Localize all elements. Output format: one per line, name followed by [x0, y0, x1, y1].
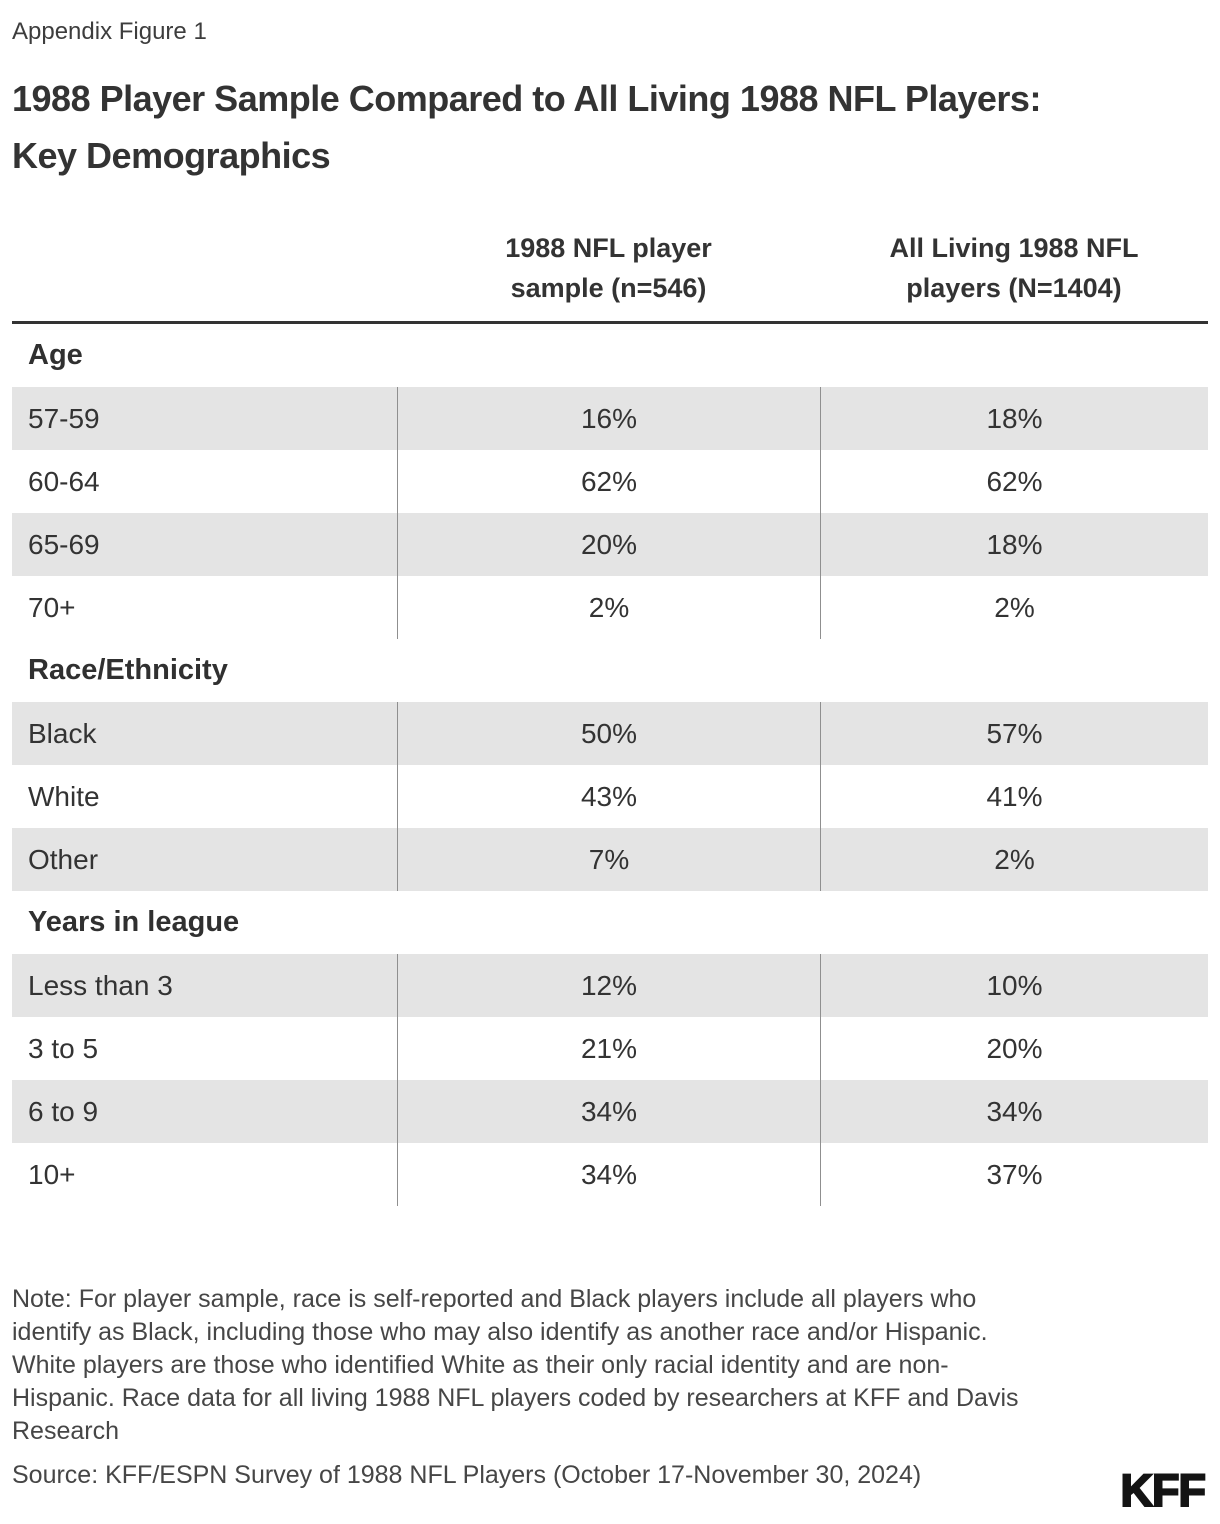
- kff-logo: KFF: [1120, 1464, 1208, 1517]
- row-value-sample: 34%: [397, 1143, 820, 1206]
- row-value-all: 20%: [820, 1017, 1208, 1080]
- row-label: Other: [28, 843, 99, 875]
- row-value-all: 37%: [820, 1143, 1208, 1206]
- row-label: 60-64: [28, 465, 100, 497]
- row-value-sample: 43%: [397, 765, 820, 828]
- source-text: Source: KFF/ESPN Survey of 1988 NFL Play…: [12, 1461, 922, 1489]
- section-header-age: Age: [28, 339, 83, 371]
- row-value-all: 18%: [820, 513, 1208, 576]
- row-label: White: [28, 780, 100, 812]
- row-label: Black: [28, 717, 97, 749]
- row-value-sample: 21%: [397, 1017, 820, 1080]
- table-row: 10+ 34% 37%: [12, 1143, 1208, 1206]
- figure-container: Appendix Figure 1 1988 Player Sample Com…: [0, 18, 1220, 1492]
- row-value-all: 62%: [820, 450, 1208, 513]
- row-value-all: 2%: [820, 828, 1208, 891]
- row-value-sample: 20%: [397, 513, 820, 576]
- row-value-sample: 16%: [397, 387, 820, 450]
- table-row: 57-59 16% 18%: [12, 387, 1208, 450]
- row-value-all: 57%: [820, 702, 1208, 765]
- table-row: 3 to 5 21% 20%: [12, 1017, 1208, 1080]
- row-value-all: 41%: [820, 765, 1208, 828]
- demographics-table: Age 57-59 16% 18% 60-64 62% 62% 65-69 20…: [12, 324, 1208, 1206]
- row-value-sample: 34%: [397, 1080, 820, 1143]
- row-label: 3 to 5: [28, 1032, 99, 1064]
- column-header-sample: 1988 NFL player sample (n=546): [505, 233, 712, 303]
- table-row: Other 7% 2%: [12, 828, 1208, 891]
- row-value-all: 2%: [820, 576, 1208, 639]
- section-header-years-in-league: Years in league: [28, 906, 240, 938]
- row-value-all: 34%: [820, 1080, 1208, 1143]
- row-label: 70+: [28, 591, 76, 623]
- column-header-all-living: All Living 1988 NFL players (N=1404): [889, 233, 1139, 303]
- note-text: Note: For player sample, race is self-re…: [12, 1285, 1019, 1445]
- page-title: 1988 Player Sample Compared to All Livin…: [12, 78, 1041, 176]
- table-row: 6 to 9 34% 34%: [12, 1080, 1208, 1143]
- row-value-sample: 50%: [397, 702, 820, 765]
- row-value-sample: 12%: [397, 954, 820, 1017]
- row-value-sample: 2%: [397, 576, 820, 639]
- row-label: Less than 3: [28, 969, 173, 1001]
- row-label: 6 to 9: [28, 1095, 99, 1127]
- row-value-all: 18%: [820, 387, 1208, 450]
- figure-label: Appendix Figure 1: [12, 18, 207, 45]
- table-row: White 43% 41%: [12, 765, 1208, 828]
- row-value-sample: 62%: [397, 450, 820, 513]
- table-row: 70+ 2% 2%: [12, 576, 1208, 639]
- table-row: Black 50% 57%: [12, 702, 1208, 765]
- row-label: 57-59: [28, 402, 100, 434]
- row-label: 65-69: [28, 528, 100, 560]
- row-label: 10+: [28, 1158, 76, 1190]
- table-row: Less than 3 12% 10%: [12, 954, 1208, 1017]
- table-row: 65-69 20% 18%: [12, 513, 1208, 576]
- row-value-sample: 7%: [397, 828, 820, 891]
- section-header-race-ethnicity: Race/Ethnicity: [28, 654, 228, 686]
- table-column-headers: 1988 NFL player sample (n=546) All Livin…: [12, 228, 1208, 324]
- table-row: 60-64 62% 62%: [12, 450, 1208, 513]
- row-value-all: 10%: [820, 954, 1208, 1017]
